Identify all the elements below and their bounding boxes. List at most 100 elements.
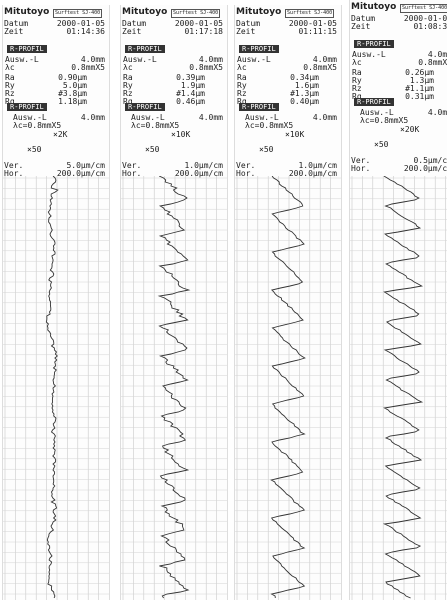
scale-label: Hor. (4, 169, 24, 178)
result-value: 1.6µm (294, 81, 319, 90)
section-title: R-PROFIL (7, 45, 47, 53)
param-label: λc=0.8mmX5 (245, 121, 294, 130)
scale-value: 0.5µm/cm (413, 156, 447, 165)
time: 01:14:36 (66, 27, 105, 36)
result-value: 5.0µm (62, 81, 87, 90)
brand: Mitutoyo (4, 7, 50, 17)
param-label: λc=0.8mmX5 (131, 121, 180, 130)
result-label: Rq (5, 97, 15, 106)
param-value: 4.0mm (198, 113, 223, 122)
result-value: 0.40µm (290, 97, 319, 106)
param-label: Ausw.-L (237, 55, 271, 64)
result-label: Rq (352, 92, 362, 101)
date: 2000-01-05 (174, 19, 223, 28)
scale-label: Ver. (122, 161, 142, 170)
profile-trace (45, 176, 59, 599)
date: 2000-01-05 (288, 19, 337, 28)
param-value: 4.0mm (312, 113, 337, 122)
param-value: 4.0mm (427, 50, 447, 59)
param-value: 0.8mmX5 (71, 63, 105, 72)
param-value: 0.8mmX5 (189, 63, 223, 72)
profile-graph (3, 176, 109, 600)
param-label: Ausw.-L (5, 55, 39, 64)
profile-graph (121, 176, 227, 600)
section-title: R-PROFIL (239, 45, 279, 53)
date-label: Datum (351, 14, 376, 23)
result-label: Ra (123, 73, 133, 82)
result-label: Rq (123, 97, 133, 106)
profile-trace (157, 176, 191, 599)
result-label: Rq (237, 97, 247, 106)
section-title: R-PROFIL (125, 45, 165, 53)
scale-label: Ver. (236, 161, 256, 170)
scale-label: Ver. (351, 156, 371, 165)
param-label: λc (123, 63, 133, 72)
time: 01:08:33 (413, 22, 447, 31)
horizontal-magnification: ×50 (27, 145, 42, 154)
param-value: 4.0mm (80, 113, 105, 122)
param-label: λc=0.8mmX5 (13, 121, 62, 130)
param-label: λc (5, 63, 15, 72)
result-label: Ry (5, 81, 15, 90)
profile-trace (382, 176, 424, 599)
horizontal-magnification: ×50 (374, 140, 389, 149)
param-label: Ausw.-L (360, 108, 394, 117)
time-label: Zeit (351, 22, 371, 31)
model: Surftest SJ-400 (53, 9, 103, 18)
model: Surftest SJ-400 (400, 4, 447, 13)
scale-value: 200.0µm/cm (403, 164, 447, 173)
date-label: Datum (122, 19, 147, 28)
horizontal-magnification: ×50 (259, 145, 274, 154)
vertical-magnification: ×10K (171, 130, 191, 139)
param-value: 4.0mm (312, 55, 337, 64)
section-title: R-PROFIL (7, 103, 47, 111)
param-value: 4.0mm (80, 55, 105, 64)
result-value: 1.3µm (409, 76, 434, 85)
result-value: #1.3µm (290, 89, 319, 98)
result-value: 0.26µm (405, 68, 434, 77)
section-title: R-PROFIL (125, 103, 165, 111)
param-value: 0.8mmX5 (303, 63, 337, 72)
time: 01:17:18 (184, 27, 223, 36)
horizontal-magnification: ×50 (145, 145, 160, 154)
scale-label: Hor. (122, 169, 142, 178)
scale-label: Hor. (351, 164, 371, 173)
time-label: Zeit (4, 27, 24, 36)
result-value: 0.31µm (405, 92, 434, 101)
result-value: 1.18µm (58, 97, 87, 106)
param-label: λc (352, 58, 362, 67)
profile-graph (235, 176, 341, 600)
result-value: 0.90µm (58, 73, 87, 82)
param-label: Ausw.-L (245, 113, 279, 122)
profile-trace (270, 176, 306, 599)
result-label: Ry (237, 81, 247, 90)
result-label: Rz (352, 84, 362, 93)
result-value: #1.1µm (405, 84, 434, 93)
result-label: Rz (123, 89, 133, 98)
param-label: Ausw.-L (13, 113, 47, 122)
time-label: Zeit (236, 27, 256, 36)
result-label: Ra (5, 73, 15, 82)
param-label: Ausw.-L (352, 50, 386, 59)
date: 2000-01-05 (56, 19, 105, 28)
result-label: Ra (352, 68, 362, 77)
result-label: Rz (237, 89, 247, 98)
scale-value: 200.0µm/cm (56, 169, 105, 178)
result-value: #3.8µm (58, 89, 87, 98)
result-label: Ra (237, 73, 247, 82)
time-label: Zeit (122, 27, 142, 36)
scale-value: 1.0µm/cm (184, 161, 223, 170)
param-value: 4.0mm (198, 55, 223, 64)
date-label: Datum (4, 19, 29, 28)
vertical-magnification: ×2K (53, 130, 68, 139)
result-value: 1.9µm (180, 81, 205, 90)
scale-value: 5.0µm/cm (66, 161, 105, 170)
result-value: 0.34µm (290, 73, 319, 82)
result-value: 0.39µm (176, 73, 205, 82)
scale-label: Ver. (4, 161, 24, 170)
model: Surftest SJ-400 (285, 9, 335, 18)
date-label: Datum (236, 19, 261, 28)
